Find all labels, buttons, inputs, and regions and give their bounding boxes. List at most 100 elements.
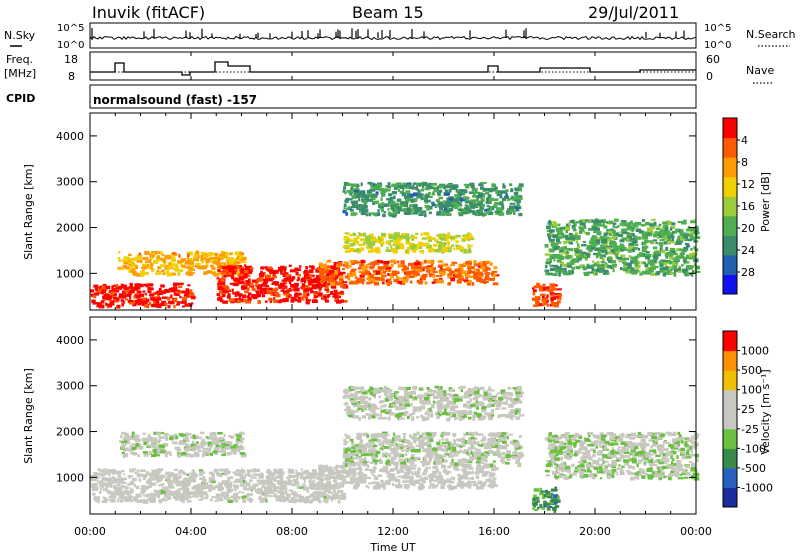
echo-cell xyxy=(186,483,191,487)
echo-cell xyxy=(576,255,581,258)
echo-cell xyxy=(672,235,675,239)
echo-cell xyxy=(412,192,418,197)
echo-cell xyxy=(627,262,631,267)
cpid-panel xyxy=(89,84,697,109)
echo-cell xyxy=(166,451,172,455)
echo-cell xyxy=(278,299,282,304)
echo-cell xyxy=(345,197,349,201)
echo-cell xyxy=(241,274,248,279)
echo-cell xyxy=(433,188,438,193)
echo-cell xyxy=(647,222,653,226)
echo-cell xyxy=(476,459,481,463)
echo-cell xyxy=(510,209,516,213)
echo-cell xyxy=(198,445,204,449)
echo-cell xyxy=(469,182,475,187)
echo-cell xyxy=(665,237,672,241)
echo-cell xyxy=(462,476,468,480)
echo-cell xyxy=(403,264,407,268)
echo-cell xyxy=(423,243,427,247)
echo-cell xyxy=(557,255,563,259)
power-ylabel: Slant Range [km] xyxy=(22,164,35,260)
echo-cell xyxy=(318,499,322,504)
echo-cell xyxy=(409,204,413,208)
echo-cell xyxy=(483,212,487,215)
echo-cell xyxy=(318,267,324,270)
echo-cell xyxy=(422,448,427,452)
echo-cell xyxy=(91,483,95,487)
echo-cell xyxy=(167,482,173,486)
echo-cell xyxy=(373,282,380,286)
echo-cell xyxy=(319,280,326,283)
echo-cell xyxy=(444,192,451,196)
echo-cell xyxy=(142,256,149,260)
echo-cell xyxy=(306,475,311,479)
echo-cell xyxy=(168,490,172,494)
echo-cell xyxy=(671,238,674,242)
echo-cell xyxy=(261,294,266,298)
echo-cell xyxy=(374,476,379,481)
echo-cell xyxy=(265,279,268,284)
echo-cell xyxy=(123,453,128,458)
echo-cell xyxy=(478,469,484,473)
echo-cell xyxy=(566,237,572,240)
echo-cell xyxy=(481,203,485,207)
echo-cell xyxy=(665,246,669,251)
echo-cell xyxy=(166,491,172,495)
echo-cell xyxy=(273,299,279,304)
echo-cell xyxy=(388,443,395,447)
echo-cell xyxy=(184,303,189,307)
echo-cell xyxy=(626,227,633,231)
echo-cell xyxy=(426,267,429,270)
echo-cell xyxy=(361,480,367,484)
echo-cell xyxy=(368,272,371,276)
echo-cell xyxy=(156,479,160,483)
echo-cell xyxy=(358,204,364,207)
echo-cell xyxy=(380,243,384,247)
echo-cell xyxy=(339,482,345,485)
echo-cell xyxy=(481,268,485,272)
echo-cell xyxy=(252,486,256,490)
echo-cell xyxy=(157,297,162,301)
echo-cell xyxy=(269,299,272,303)
echo-cell xyxy=(350,183,357,187)
echo-cell xyxy=(390,248,395,252)
echo-cell xyxy=(387,208,390,211)
echo-cell xyxy=(413,206,419,211)
echo-cell xyxy=(329,274,336,279)
echo-cell xyxy=(450,277,455,282)
echo-cell xyxy=(453,454,459,457)
echo-cell xyxy=(395,467,399,471)
echo-cell xyxy=(353,190,359,193)
echo-cell xyxy=(468,244,473,247)
echo-cell xyxy=(167,480,172,484)
echo-cell xyxy=(645,251,650,254)
echo-cell xyxy=(370,249,373,253)
echo-cell xyxy=(151,454,157,458)
echo-cell xyxy=(443,242,448,245)
echo-cell xyxy=(419,193,424,197)
echo-cell xyxy=(274,469,281,472)
echo-cell xyxy=(111,468,115,472)
echo-cell xyxy=(279,485,286,489)
echo-cell xyxy=(324,474,330,477)
echo-cell xyxy=(426,183,430,188)
echo-cell xyxy=(282,273,287,277)
echo-cell xyxy=(187,453,191,456)
echo-cell xyxy=(124,289,129,293)
echo-cell xyxy=(472,195,477,198)
echo-cell xyxy=(141,302,147,306)
echo-cell xyxy=(652,233,659,236)
echo-cell xyxy=(630,260,636,264)
echo-cell xyxy=(254,283,259,287)
echo-cell xyxy=(244,264,247,267)
echo-cell xyxy=(650,226,655,230)
echo-cell xyxy=(186,256,190,260)
echo-cell xyxy=(104,483,109,487)
echo-cell xyxy=(378,182,382,185)
echo-cell xyxy=(158,499,163,504)
echo-cell xyxy=(344,181,347,186)
echo-cell xyxy=(186,473,190,476)
echo-cell xyxy=(430,186,436,190)
echo-cell xyxy=(158,436,165,439)
echo-cell xyxy=(672,265,678,268)
